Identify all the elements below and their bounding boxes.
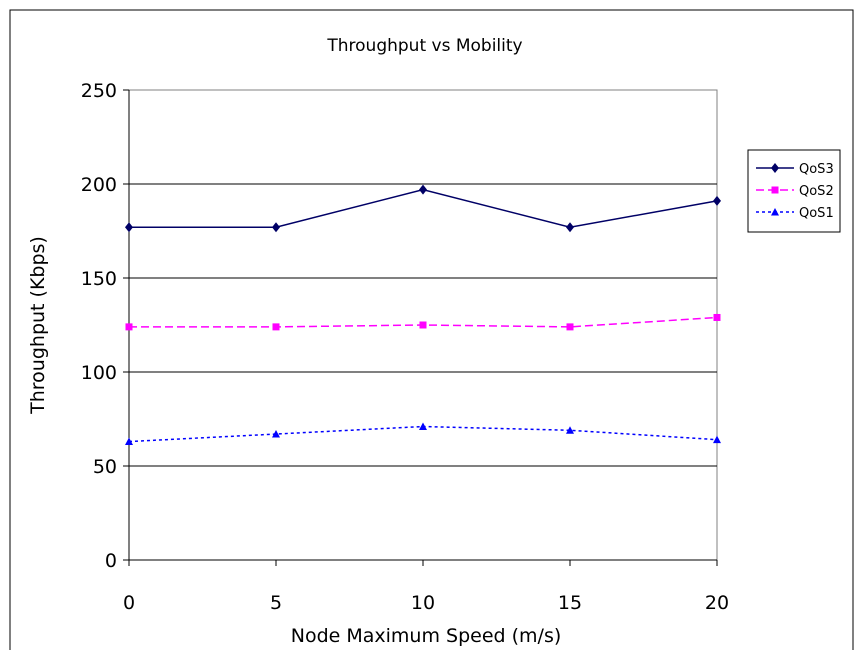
data-point [419,422,427,431]
x-tick-label: 0 [123,592,135,614]
series-qos2 [125,313,721,331]
data-point [419,321,427,329]
x-tick-label: 20 [705,592,729,614]
y-tick-label: 0 [105,550,117,572]
y-tick-label: 100 [81,362,117,384]
x-tick-label: 10 [411,592,435,614]
legend-item-qos3: QoS3 [756,162,834,177]
legend-marker [771,186,779,194]
series-qos3 [125,184,721,233]
legend-label: QoS1 [799,206,834,221]
data-point [272,430,280,438]
x-tick-labels: 0 5 10 15 20 [123,560,729,614]
x-axis-label: Node Maximum Speed (m/s) [291,625,562,647]
data-point [125,323,133,331]
series-layer [125,184,721,446]
series-qos1 [125,422,721,446]
x-tick-label: 5 [270,592,282,614]
y-axis-label: Throughput (Kbps) [27,236,49,415]
data-point [125,222,133,233]
legend-marker [771,163,779,173]
data-point [713,313,721,321]
legend-marker [771,208,779,216]
data-point [125,437,133,446]
chart-title: Throughput vs Mobility [326,36,522,56]
legend-box [747,149,841,233]
data-point [713,435,721,444]
y-tick-label: 150 [81,268,117,290]
legend-label: QoS3 [799,162,834,177]
x-tick-label: 15 [558,592,582,614]
data-point [272,323,280,331]
data-point [713,195,721,206]
y-tick-label: 200 [81,174,117,196]
legend-label: QoS2 [799,184,834,199]
y-tick-label: 50 [93,456,117,478]
legend: QoS3 QoS2 QoS1 [747,149,841,233]
data-point [419,184,427,195]
data-point [566,222,574,233]
data-point [566,426,574,434]
y-tick-labels: 0 50 100 150 200 250 [81,80,129,572]
legend-items: QoS3 QoS2 QoS1 [756,162,834,221]
data-point [566,323,574,331]
legend-item-qos1: QoS1 [756,206,834,221]
y-tick-label: 250 [81,80,117,102]
data-point [272,222,280,233]
legend-item-qos2: QoS2 [756,184,834,199]
